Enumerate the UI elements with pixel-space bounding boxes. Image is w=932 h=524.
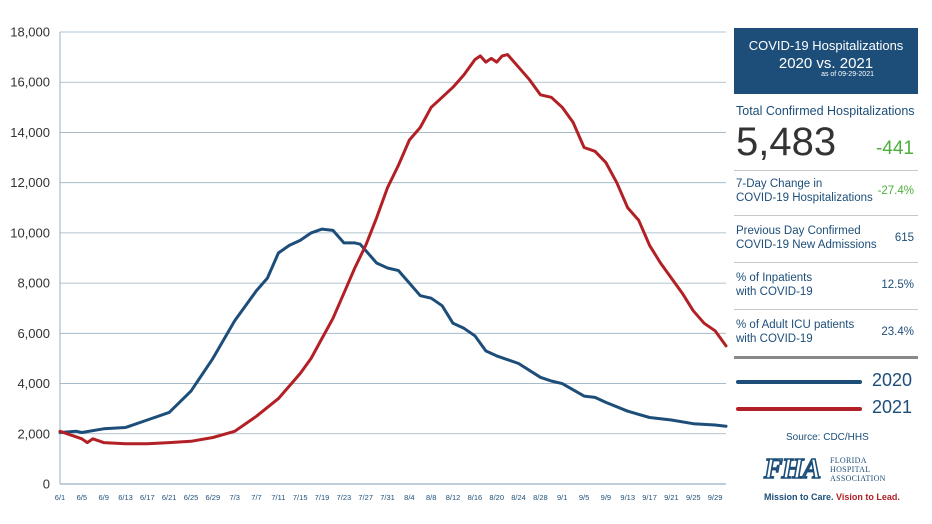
x-axis-ticks: 6/1 6/5 6/9 6/13 6/17 6/21 6/25 6/29 7/3 7/7 7/11 7…: [55, 493, 723, 502]
stat-value: 23.4%: [881, 326, 914, 338]
fha-name-line: FLORIDA: [830, 456, 867, 465]
grid-lines: [59, 31, 726, 485]
legend-label-2020: 2020: [872, 370, 913, 390]
x-tick-label: 9/9: [601, 493, 611, 502]
stat-label: with COVID-19: [736, 286, 813, 298]
x-tick-label: 6/1: [55, 493, 65, 502]
series-line-2021: [58, 53, 728, 446]
fha-name-line: ASSOCIATION: [830, 474, 886, 483]
fha-motto: Mission to Care. Vision to Lead.: [764, 492, 900, 502]
y-tick-label: 14,000: [10, 125, 50, 140]
info-panel: COVID-19 Hospitalizations 2020 vs. 2021 …: [734, 0, 918, 524]
x-tick-label: 6/25: [184, 493, 199, 502]
stat-label: 7-Day Change in: [736, 178, 823, 190]
motto-part: Mission to Care.: [764, 492, 834, 502]
stat-label: % of Adult ICU patients: [736, 319, 855, 331]
stat-value: 615: [894, 232, 914, 244]
stat-row-icu: % of Adult ICU patients with COVID-19 23…: [736, 318, 916, 346]
divider: [734, 170, 918, 171]
fha-logo-mark: FHA: [763, 453, 822, 486]
stat-value: 12.5%: [881, 279, 914, 291]
y-axis-ticks: 0 2,000 4,000 6,000 8,000 10,000 12,000 14,000 1…: [10, 25, 50, 492]
total-value: 5,483: [736, 120, 837, 164]
panel-title: COVID-19 Hospitalizations: [748, 38, 904, 53]
y-tick-label: 12,000: [10, 175, 50, 190]
x-tick-label: 6/17: [140, 493, 155, 502]
x-tick-label: 7/19: [315, 493, 330, 502]
y-tick-label: 4,000: [17, 376, 50, 391]
source-note: Source: CDC/HHS: [786, 432, 869, 443]
y-tick-label: 18,000: [10, 25, 50, 40]
divider: [734, 309, 918, 310]
stat-label: Previous Day Confirmed: [736, 225, 861, 237]
x-tick-label: 6/9: [98, 493, 108, 502]
motto-part: Vision to Lead.: [836, 492, 900, 502]
x-tick-label: 8/8: [426, 493, 436, 502]
as-of-date: as of 09-29-2021: [821, 71, 874, 78]
y-tick-label: 2,000: [17, 426, 50, 441]
y-tick-label: 10,000: [10, 225, 50, 240]
x-tick-label: 9/17: [642, 493, 657, 502]
fha-logo: FHA FLORIDA HOSPITAL ASSOCIATION Mission…: [763, 452, 914, 504]
stat-label: COVID-19 Hospitalizations: [736, 192, 873, 204]
panel-title-box: COVID-19 Hospitalizations 2020 vs. 2021 …: [734, 28, 918, 94]
x-tick-label: 8/28: [533, 493, 548, 502]
divider-thick: [734, 356, 918, 359]
legend-label-2021: 2021: [872, 397, 913, 417]
x-tick-label: 8/24: [511, 493, 526, 502]
y-tick-label: 6,000: [17, 326, 50, 341]
x-tick-label: 6/21: [162, 493, 177, 502]
x-tick-label: 8/4: [404, 493, 414, 502]
x-tick-label: 7/3: [229, 493, 239, 502]
x-tick-label: 8/12: [446, 493, 461, 502]
x-tick-label: 9/29: [708, 493, 723, 502]
total-change: -441: [875, 138, 914, 159]
x-tick-label: 9/21: [664, 493, 679, 502]
legend-swatch-2021: [736, 407, 862, 411]
y-tick-label: 8,000: [17, 276, 50, 291]
x-tick-label: 7/7: [251, 493, 261, 502]
x-tick-label: 6/5: [77, 493, 87, 502]
x-tick-label: 7/31: [380, 493, 395, 502]
y-tick-label: 0: [43, 477, 50, 492]
stat-label: % of Inpatients: [736, 272, 813, 284]
panel-subtitle: 2020 vs. 2021: [778, 55, 874, 72]
y-tick-label: 16,000: [10, 75, 50, 90]
fha-name-line: HOSPITAL: [830, 465, 871, 474]
x-tick-label: 9/25: [686, 493, 701, 502]
x-tick-label: 7/27: [358, 493, 373, 502]
series-lines: [58, 53, 728, 446]
stat-row-inpatients: % of Inpatients with COVID-19 12.5%: [736, 271, 916, 299]
stat-row-admissions: Previous Day Confirmed COVID-19 New Admi…: [736, 224, 916, 252]
x-tick-label: 8/20: [489, 493, 504, 502]
x-tick-label: 7/23: [337, 493, 352, 502]
x-tick-label: 8/16: [468, 493, 483, 502]
series-line-2020: [58, 227, 728, 434]
stat-label: COVID-19 New Admissions: [736, 239, 877, 251]
x-tick-label: 7/15: [293, 493, 308, 502]
x-tick-label: 6/29: [206, 493, 221, 502]
divider: [734, 262, 918, 263]
stat-value: -27.4%: [877, 185, 914, 197]
stat-row-7day: 7-Day Change in COVID-19 Hospitalization…: [736, 177, 916, 205]
x-tick-label: 7/11: [271, 493, 285, 502]
x-tick-label: 9/5: [579, 493, 589, 502]
x-tick-label: 9/1: [557, 493, 567, 502]
stat-label: with COVID-19: [736, 333, 813, 345]
x-tick-label: 9/13: [620, 493, 635, 502]
x-tick-label: 6/13: [118, 493, 133, 502]
fha-logo-name: FLORIDA HOSPITAL ASSOCIATION: [830, 456, 886, 483]
total-label: Total Confirmed Hospitalizations: [736, 104, 915, 118]
divider: [734, 215, 918, 216]
legend-swatch-2020: [736, 380, 862, 384]
